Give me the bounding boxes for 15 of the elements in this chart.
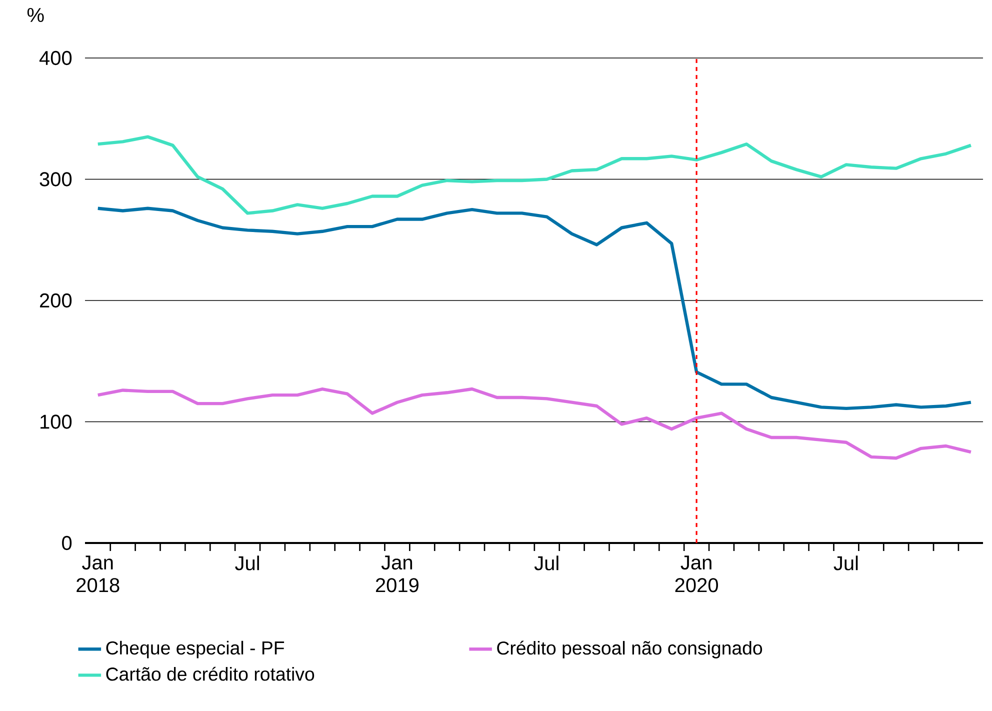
legend-label: Cheque especial - PF <box>106 640 284 658</box>
y-tick-label: 400 <box>39 50 72 66</box>
x-tick-label: Jul <box>534 556 558 570</box>
legend-label: Cartão de crédito rotativo <box>106 666 314 681</box>
y-tick-label: 0 <box>62 536 72 550</box>
y-tick-label: 200 <box>40 293 72 308</box>
x-tick-label: Jul <box>235 556 259 570</box>
y-axis-title: % <box>27 8 44 22</box>
x-tick-label: Jul <box>834 556 858 570</box>
x-tick-label: Jan 2019 <box>376 556 418 592</box>
legend-label: Crédito pessoal não consignado <box>497 640 762 658</box>
y-tick-label: 300 <box>40 172 72 186</box>
y-tick-label: 100 <box>40 414 72 429</box>
x-tick-label: Jan 2018 <box>76 556 120 592</box>
x-tick-label: Jan 2020 <box>675 556 718 592</box>
